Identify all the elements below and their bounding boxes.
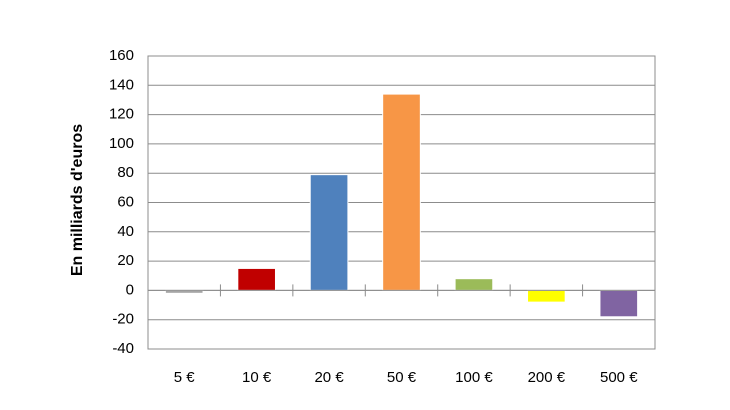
y-tick-label: 80	[117, 164, 134, 181]
x-tick-label: 50 €	[387, 369, 417, 386]
y-tick-label: -40	[112, 340, 134, 357]
x-tick-label: 10 €	[242, 369, 272, 386]
x-tick-label: 20 €	[314, 369, 344, 386]
x-tick-label: 500 €	[600, 369, 638, 386]
bar	[382, 93, 421, 291]
y-tick-label: 20	[117, 252, 134, 269]
y-tick-label: 0	[126, 281, 134, 298]
y-tick-label: 40	[117, 223, 134, 240]
x-tick-label: 200 €	[528, 369, 566, 386]
bar	[527, 289, 566, 303]
y-tick-label: -20	[112, 311, 134, 328]
y-tick-label: 140	[109, 76, 134, 93]
y-tick-label: 60	[117, 193, 134, 210]
y-tick-label: 160	[109, 47, 134, 64]
bar	[454, 278, 494, 291]
bar	[599, 289, 639, 318]
y-tick-label: 120	[109, 106, 134, 123]
bar	[309, 174, 349, 291]
y-axis-title: En milliards d'euros	[69, 124, 86, 276]
bar	[237, 267, 276, 291]
x-tick-label: 100 €	[455, 369, 493, 386]
y-tick-label: 100	[109, 135, 134, 152]
x-tick-label: 5 €	[174, 369, 196, 386]
